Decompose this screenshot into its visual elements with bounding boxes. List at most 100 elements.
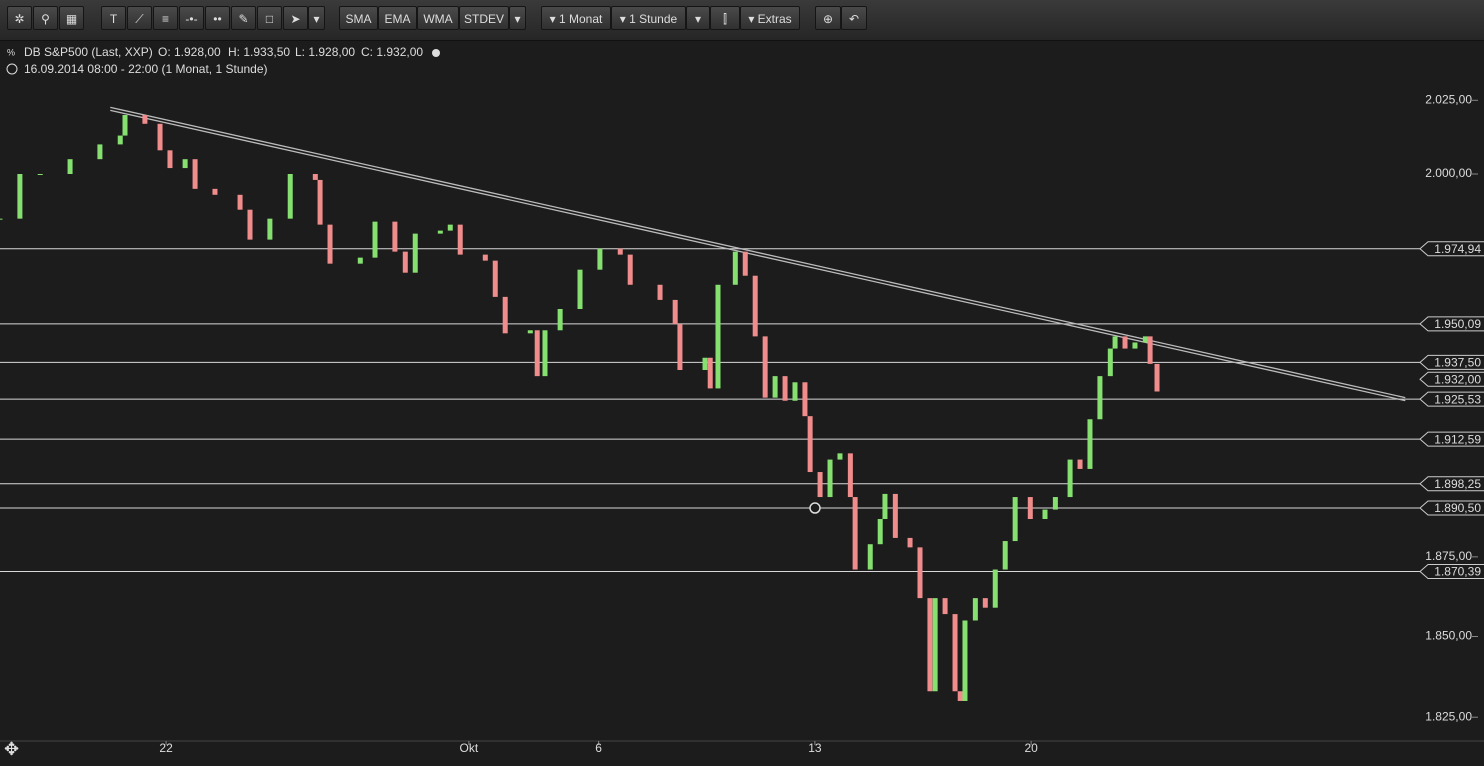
y-tick-label: 1.875,00	[1425, 549, 1472, 563]
search-button[interactable]: ⚲	[33, 6, 58, 30]
hline-tool[interactable]: -•-	[179, 6, 204, 30]
level-label: 1.912,59	[1434, 432, 1481, 446]
anchor-point	[809, 502, 821, 514]
candle	[482, 254, 488, 261]
candle	[212, 188, 218, 195]
candle	[1052, 497, 1058, 510]
level-tag	[1419, 500, 1484, 516]
dropdown[interactable]: ▾	[509, 6, 526, 30]
candle	[267, 218, 273, 240]
indicator-button[interactable]: EMA	[378, 6, 417, 30]
candle	[237, 194, 243, 210]
indicator-button[interactable]: STDEV	[459, 6, 509, 30]
candle	[962, 620, 968, 701]
line-tool[interactable]: ⟋	[127, 6, 152, 30]
fib-tool[interactable]: ≡	[153, 6, 178, 30]
extras-button[interactable]: ▾ Extras	[740, 6, 800, 30]
last-price-label: 1.932,00	[1434, 372, 1481, 386]
candle	[867, 544, 873, 570]
layout-button[interactable]: ▦	[59, 6, 84, 30]
reset-button[interactable]: ↶	[841, 6, 867, 30]
chart-title: DB S&P500 (Last, XXP)	[24, 45, 153, 59]
candle	[502, 296, 508, 334]
candle	[772, 376, 778, 398]
settings-button[interactable]: ✲	[7, 6, 32, 30]
candle	[357, 257, 363, 264]
candle	[312, 173, 318, 180]
range-label: 1 Monat	[559, 12, 603, 26]
level-tag	[1419, 391, 1484, 407]
candle	[412, 233, 418, 273]
settings-dot[interactable]	[432, 49, 440, 57]
candle	[157, 123, 163, 151]
pen-tool[interactable]: ✎	[231, 6, 256, 30]
candle	[1112, 336, 1118, 349]
indicator-button[interactable]: WMA	[417, 6, 459, 30]
range-button[interactable]: ▾ 1 Monat	[541, 6, 611, 30]
x-tick-label: 20	[1024, 741, 1038, 755]
candle	[37, 173, 43, 175]
candle	[142, 114, 148, 124]
candle	[752, 275, 758, 337]
x-tick-label: 6	[595, 741, 602, 755]
candle	[122, 114, 128, 136]
y-tick-label: 2.000,00	[1425, 166, 1472, 180]
last-price-tag	[1419, 371, 1484, 387]
move-icon[interactable]: ✥	[4, 739, 19, 759]
candle	[957, 691, 963, 701]
ohlc-open: O: 1.928,00	[158, 45, 221, 59]
candle	[182, 159, 188, 169]
dropdown[interactable]: ▾	[686, 6, 710, 30]
candle	[927, 598, 933, 692]
candle	[792, 382, 798, 401]
candle	[742, 251, 748, 276]
candle	[577, 269, 583, 309]
level-tag	[1419, 563, 1484, 579]
x-tick-label: Okt	[460, 741, 479, 755]
candle	[1142, 336, 1148, 343]
ray-tool[interactable]: ••	[205, 6, 230, 30]
trend-line	[110, 106, 1406, 399]
ohlc-high: H: 1.933,50	[228, 45, 290, 59]
x-tick-label: 13	[808, 741, 822, 755]
candle	[437, 230, 443, 234]
candle	[917, 547, 923, 599]
text-tool[interactable]: T	[101, 6, 126, 30]
level-label: 1.870,39	[1434, 565, 1481, 579]
candle	[1122, 336, 1128, 349]
candle	[1077, 459, 1083, 469]
candle	[1154, 363, 1160, 392]
candle	[17, 173, 23, 219]
level-label: 1.890,50	[1434, 501, 1481, 515]
level-label: 1.898,25	[1434, 477, 1481, 491]
candle	[837, 453, 843, 460]
level-label: 1.937,50	[1434, 356, 1481, 370]
x-tick-label: 22	[159, 741, 173, 755]
candle	[527, 330, 533, 334]
ohlc-close: C: 1.932,00	[361, 45, 423, 59]
candle	[677, 324, 683, 370]
candle	[617, 248, 623, 255]
candle	[327, 224, 333, 264]
y-tick-label: 1.850,00	[1425, 629, 1472, 643]
candle	[402, 251, 408, 273]
candle	[942, 598, 948, 615]
candle	[192, 159, 198, 189]
indicator-button[interactable]: SMA	[339, 6, 378, 30]
rect-tool[interactable]: □	[257, 6, 282, 30]
candle	[952, 614, 958, 692]
candle	[847, 453, 853, 498]
cursor-tool[interactable]: ➤	[283, 6, 308, 30]
ohlc-low: L: 1.928,00	[295, 45, 355, 59]
candle	[1012, 497, 1018, 542]
interval-button[interactable]: ▾ 1 Stunde	[611, 6, 686, 30]
chart-icon: %	[7, 47, 15, 57]
dropdown[interactable]: ▾	[308, 6, 325, 30]
candle	[1087, 419, 1093, 469]
chart-type-button[interactable]: ⫿	[710, 6, 740, 30]
zoom-button[interactable]: ⊕	[815, 6, 841, 30]
candle	[907, 537, 913, 548]
candle	[97, 144, 103, 160]
candle	[492, 260, 498, 297]
